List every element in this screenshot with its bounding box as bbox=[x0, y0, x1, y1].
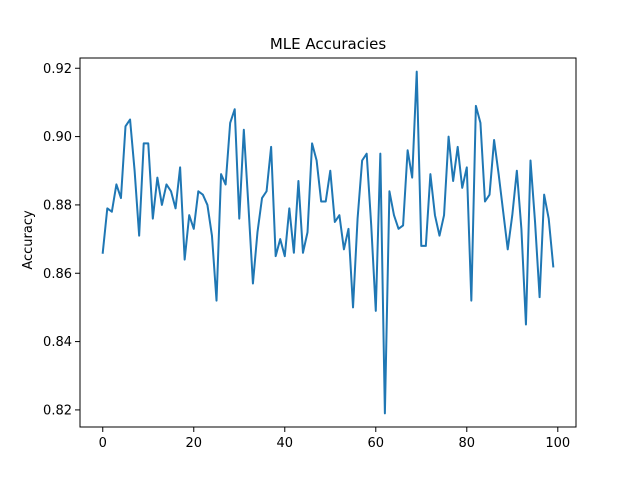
x-tick-label-1: 20 bbox=[185, 436, 202, 451]
series-line-0 bbox=[101, 70, 555, 415]
x-tick-label-2: 40 bbox=[276, 436, 293, 451]
plot-area: 0 20 40 60 80 100 0.82 0.84 0.86 0.88 0.90 0.92 bbox=[43, 57, 577, 451]
x-tick-label-5: 100 bbox=[545, 436, 570, 451]
y-tick-label-5: 0.92 bbox=[43, 62, 72, 77]
y-tick-label-1: 0.84 bbox=[43, 335, 72, 350]
y-tick-label-3: 0.88 bbox=[43, 198, 72, 213]
x-tick-label-0: 0 bbox=[99, 436, 107, 451]
y-axis-label: Accuracy bbox=[21, 210, 36, 270]
x-tick-label-4: 80 bbox=[459, 436, 476, 451]
y-tick-label-2: 0.86 bbox=[43, 267, 72, 282]
x-tick-label-3: 60 bbox=[368, 436, 385, 451]
y-tick-label-0: 0.82 bbox=[43, 403, 72, 418]
plot-frame bbox=[79, 57, 577, 428]
y-tick-label-4: 0.90 bbox=[43, 130, 72, 145]
chart-title: MLE Accuracies bbox=[270, 35, 387, 53]
